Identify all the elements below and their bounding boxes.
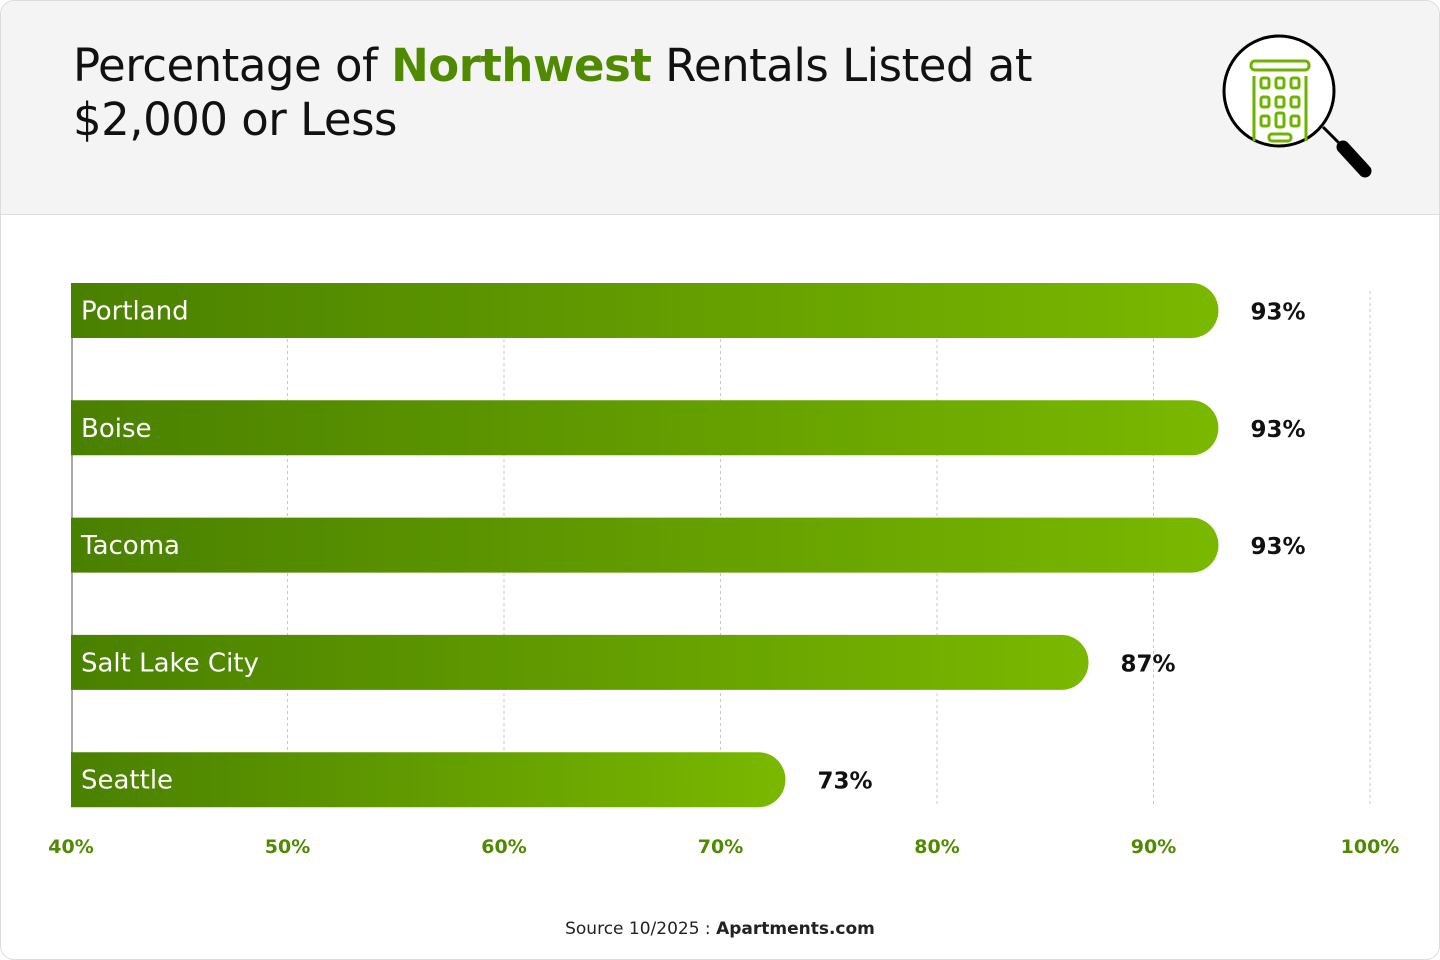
bar [71,634,1089,690]
header: Percentage of Northwest Rentals Listed a… [1,1,1439,215]
title-suffix: Rentals Listed at $2,000 or Less [73,39,1033,146]
bar-category-label: Boise [81,414,152,444]
x-tick-label: 100% [1341,836,1400,858]
bar-category-label: Salt Lake City [81,648,259,678]
chart-title: Percentage of Northwest Rentals Listed a… [73,39,1073,147]
bar [71,752,786,808]
x-tick-label: 50% [265,836,310,858]
bar [71,517,1219,573]
source-note: Source 10/2025 : Apartments.com [1,919,1439,939]
bar-category-label: Seattle [81,766,173,796]
source-name: Apartments.com [716,919,875,939]
bar-value-label: 93% [1250,417,1305,443]
x-tick-label: 60% [481,836,526,858]
x-tick-label: 90% [1131,836,1176,858]
bar-category-label: Portland [81,297,189,327]
title-highlight: Northwest [391,39,652,92]
bar-category-label: Tacoma [80,531,180,561]
source-label: Source 10/2025 : [565,919,717,939]
x-tick-label: 70% [698,836,743,858]
building-magnifier-icon [1222,34,1372,178]
bar-value-label: 93% [1250,534,1305,560]
x-tick-label: 40% [48,836,93,858]
bar [71,283,1219,338]
x-tick-label: 80% [914,836,959,858]
bar-value-label: 87% [1121,651,1176,677]
title-prefix: Percentage of [73,39,392,92]
bar-chart: Portland 93% Boise 93% Tacoma 93% Salt Lake Ci… [48,283,1400,858]
bar [71,400,1219,456]
bar-value-label: 73% [817,769,872,795]
bar-value-label: 93% [1250,300,1305,326]
